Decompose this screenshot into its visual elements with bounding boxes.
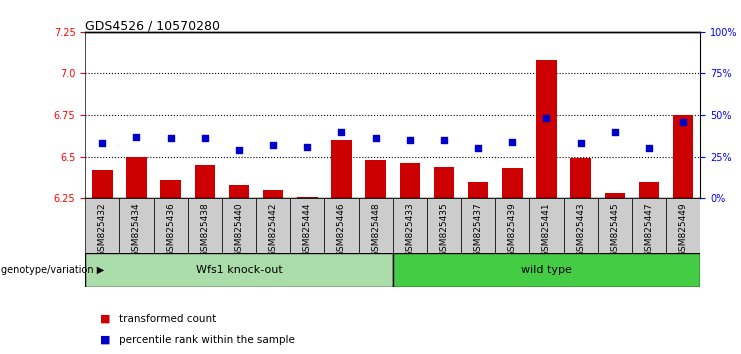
Bar [85,253,393,287]
Text: ■: ■ [100,314,110,324]
Bar [666,198,700,253]
Bar [195,165,215,198]
Point [165,136,176,141]
Text: GSM825449: GSM825449 [679,202,688,257]
Bar [153,198,187,253]
Bar [325,198,359,253]
Text: wild type: wild type [521,265,572,275]
Bar [605,193,625,198]
Text: ■: ■ [100,335,110,345]
Point [199,136,210,141]
Text: GSM825444: GSM825444 [303,202,312,257]
Bar [433,167,454,198]
Text: GSM825435: GSM825435 [439,202,448,257]
Point [438,137,450,143]
Text: GSM825433: GSM825433 [405,202,414,257]
Bar [85,198,119,253]
Bar [461,198,495,253]
Text: percentile rank within the sample: percentile rank within the sample [119,335,294,345]
Bar [639,182,659,198]
Point [336,129,348,135]
Text: GSM825438: GSM825438 [200,202,209,257]
Point [677,119,689,125]
Point [96,141,108,146]
Text: GSM825443: GSM825443 [576,202,585,257]
Point [233,147,245,153]
Text: GSM825437: GSM825437 [473,202,482,257]
Bar [119,198,153,253]
Text: GSM825432: GSM825432 [98,202,107,257]
Point [575,141,587,146]
Bar [468,182,488,198]
Text: GSM825448: GSM825448 [371,202,380,257]
Bar [632,198,666,253]
Bar [160,180,181,198]
Bar [359,198,393,253]
Bar [564,198,598,253]
Bar [393,198,427,253]
Bar [399,163,420,198]
Point [370,136,382,141]
Text: genotype/variation ▶: genotype/variation ▶ [1,265,104,275]
Text: GSM825439: GSM825439 [508,202,516,257]
Point [130,134,142,139]
Bar [495,198,529,253]
Bar [365,160,386,198]
Point [540,115,552,121]
Bar [331,140,352,198]
Bar [427,198,461,253]
Text: GDS4526 / 10570280: GDS4526 / 10570280 [85,19,220,33]
Point [268,142,279,148]
Bar [92,170,113,198]
Point [506,139,518,144]
Text: GSM825434: GSM825434 [132,202,141,257]
Bar [502,168,522,198]
Bar [290,198,325,253]
Bar [571,158,591,198]
Bar [256,198,290,253]
Bar [297,196,318,198]
Point [302,144,313,149]
Text: GSM825446: GSM825446 [337,202,346,257]
Bar [536,60,556,198]
Text: transformed count: transformed count [119,314,216,324]
Text: GSM825440: GSM825440 [234,202,244,257]
Point [472,145,484,151]
Bar [126,156,147,198]
Bar [229,185,249,198]
Bar [529,198,564,253]
Text: GSM825436: GSM825436 [166,202,175,257]
Point [609,129,621,135]
Bar [263,190,283,198]
Point [643,145,655,151]
Text: GSM825445: GSM825445 [611,202,619,257]
Text: Wfs1 knock-out: Wfs1 knock-out [196,265,282,275]
Bar [598,198,632,253]
Point [404,137,416,143]
Text: GSM825442: GSM825442 [269,202,278,257]
Bar [187,198,222,253]
Bar [393,253,700,287]
Bar [673,115,694,198]
Text: GSM825441: GSM825441 [542,202,551,257]
Text: GSM825447: GSM825447 [645,202,654,257]
Bar [222,198,256,253]
